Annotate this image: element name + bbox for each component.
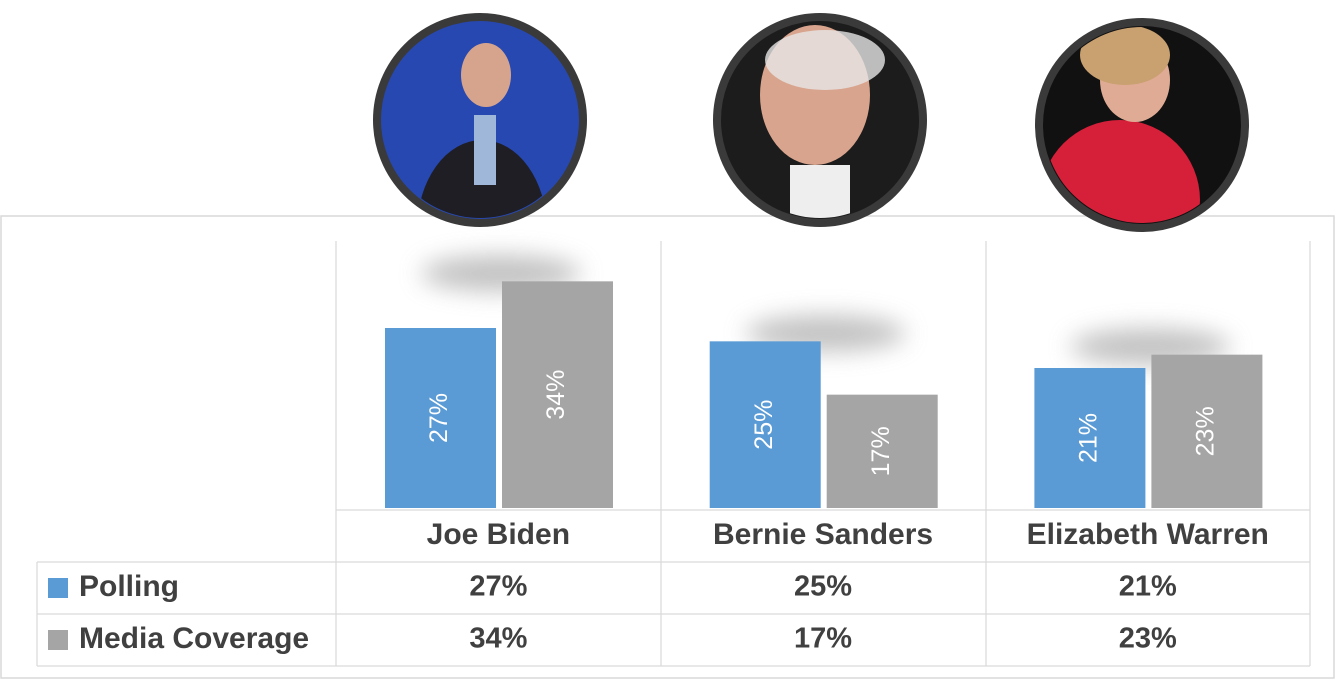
bar-value-label: 17% xyxy=(867,426,895,476)
table-cell: 23% xyxy=(1119,623,1177,655)
legend-swatch xyxy=(48,578,68,598)
table-grid xyxy=(36,241,1311,667)
table-cell: 34% xyxy=(469,623,527,655)
bar xyxy=(1151,354,1263,508)
bar-value-label: 23% xyxy=(1192,406,1220,456)
bar xyxy=(1034,368,1146,508)
bar-value-label: 21% xyxy=(1075,413,1103,463)
bar xyxy=(502,281,613,508)
category-label: Bernie Sanders xyxy=(713,518,933,551)
bar-value-label: 25% xyxy=(750,400,778,450)
table-cell: 27% xyxy=(469,571,527,603)
table-cell: 21% xyxy=(1119,571,1177,603)
category-label: Elizabeth Warren xyxy=(1027,518,1269,551)
bar xyxy=(826,394,938,508)
table-cell: 25% xyxy=(794,571,852,603)
legend-swatch xyxy=(48,630,68,650)
bar-value-label: 34% xyxy=(542,370,570,420)
bar xyxy=(385,328,496,508)
category-label: Joe Biden xyxy=(427,518,570,551)
legend-label: Polling xyxy=(79,570,179,603)
candidate-photos xyxy=(373,13,1249,232)
bar-value-label: 27% xyxy=(425,393,453,443)
chart-frame xyxy=(0,215,1335,679)
table-cell: 17% xyxy=(794,623,852,655)
legend-label: Media Coverage xyxy=(79,622,309,655)
bar xyxy=(709,341,821,508)
